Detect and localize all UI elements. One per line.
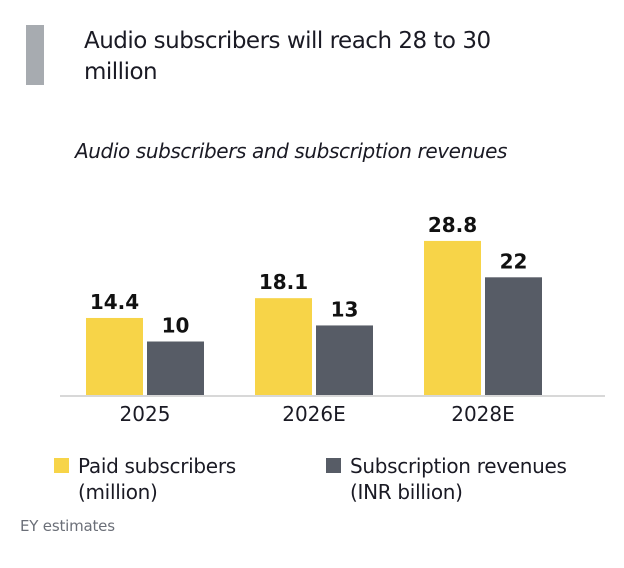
legend-label-paid: Paid subscribers (million) [78, 453, 236, 505]
data-label-revenue-2028E: 22 [500, 249, 528, 273]
legend-label-paid-line1: Paid subscribers [78, 454, 236, 478]
data-label-revenue-2026E: 13 [331, 297, 359, 321]
bar-revenue-2025 [147, 341, 204, 395]
legend-swatch-paid [54, 458, 69, 473]
chart-title: Audio subscribers and subscription reven… [75, 139, 508, 163]
bar-chart: 14.4 10 2025 18.1 13 2026E 28.8 22 2028E [60, 213, 605, 426]
x-tick-label-2026E: 2026E [282, 402, 346, 426]
bar-revenue-2026E [316, 325, 373, 395]
source-note: EY estimates [20, 517, 115, 535]
data-label-paid-2025: 14.4 [90, 290, 139, 314]
legend-swatch-revenue [326, 458, 341, 473]
data-label-paid-2026E: 18.1 [259, 270, 308, 294]
x-tick-label-2028E: 2028E [451, 402, 515, 426]
data-label-revenue-2025: 10 [162, 314, 190, 338]
legend-label-revenue-line1: Subscription revenues [350, 454, 567, 478]
bar-paid-2026E [255, 298, 312, 395]
legend-label-paid-line2: (million) [78, 480, 158, 504]
bar-revenue-2028E [485, 277, 542, 395]
data-label-paid-2028E: 28.8 [428, 213, 477, 237]
x-tick-label-2025: 2025 [120, 402, 171, 426]
bar-paid-2028E [424, 240, 481, 395]
title-accent-bar [26, 25, 44, 85]
page-title: Audio subscribers will reach 28 to 30 mi… [84, 28, 491, 85]
legend-label-revenue: Subscription revenues (INR billion) [350, 453, 567, 505]
legend-label-revenue-line2: (INR billion) [350, 480, 463, 504]
bar-paid-2025 [86, 317, 143, 395]
